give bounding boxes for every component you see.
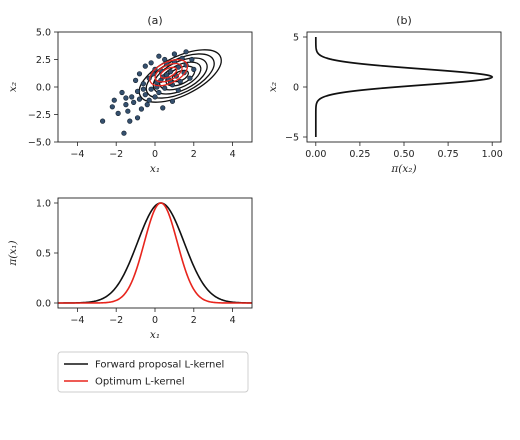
panel-c-xtick: 2 bbox=[191, 315, 197, 326]
scatter-point bbox=[136, 96, 143, 102]
panel-b-density-curve bbox=[314, 37, 494, 137]
legend-label-optimum: Optimum L-kernel bbox=[95, 377, 185, 388]
scatter-point bbox=[175, 87, 181, 93]
panel-a-xtick: 4 bbox=[230, 149, 236, 160]
panel-a-contours bbox=[138, 49, 222, 103]
panel-c-xtick: −4 bbox=[70, 315, 84, 326]
panel-b-ytick: 5 bbox=[293, 33, 299, 44]
panel-c: −4 −2 0 2 4 1.0 0.5 0.0 x₁ π(x₁) bbox=[7, 197, 253, 341]
scatter-point bbox=[111, 97, 117, 103]
scatter-point bbox=[167, 68, 174, 75]
scatter-point bbox=[142, 63, 148, 69]
scatter-point bbox=[134, 115, 141, 121]
panel-a-title: (a) bbox=[147, 14, 162, 27]
scatter-point bbox=[148, 60, 154, 66]
panel-b-xtick: 0.00 bbox=[305, 149, 326, 160]
scatter-point bbox=[125, 108, 131, 114]
panel-a-xtick: −2 bbox=[109, 149, 123, 160]
legend-label-forward: Forward proposal L-kernel bbox=[95, 360, 224, 371]
scatter-point bbox=[127, 118, 133, 124]
scatter-point bbox=[140, 81, 146, 87]
scatter-point bbox=[156, 89, 162, 96]
scatter-point bbox=[142, 92, 148, 98]
black-contour-0 bbox=[138, 49, 222, 103]
panel-a-ytick: 0.0 bbox=[36, 83, 51, 94]
panel-a-ytick: −2.5 bbox=[28, 110, 51, 121]
scatter-point bbox=[177, 78, 183, 85]
scatter-point bbox=[129, 94, 135, 100]
panel-c-ytick: 0.0 bbox=[36, 299, 51, 310]
panel-b: (b) 0.00 0.25 0.50 0.75 1.00 5 0 −5 π(x₂… bbox=[267, 14, 503, 175]
panel-b-title: (b) bbox=[396, 14, 412, 27]
scatter-point bbox=[162, 85, 168, 91]
red-contours bbox=[149, 59, 189, 87]
panel-b-xlabel: π(x₂) bbox=[390, 163, 416, 175]
scatter-point bbox=[183, 49, 189, 55]
scatter-point bbox=[136, 71, 143, 77]
scatter-point bbox=[133, 77, 139, 83]
scatter-point bbox=[144, 101, 150, 108]
scatter-point bbox=[119, 89, 125, 96]
scatter-point bbox=[131, 99, 137, 105]
panel-a-ylabel: x₂ bbox=[7, 82, 19, 92]
panel-c-xtick: 0 bbox=[152, 315, 158, 326]
scatter-point bbox=[148, 86, 154, 92]
legend-box bbox=[57, 351, 249, 393]
scatter-point bbox=[109, 104, 115, 110]
scatter-point bbox=[164, 72, 170, 78]
panel-a-xlabel: x₁ bbox=[150, 163, 160, 175]
panel-b-xtick: 0.75 bbox=[438, 149, 459, 160]
panel-c-xtick: −2 bbox=[109, 315, 123, 326]
panel-b-ytick: −5 bbox=[285, 133, 299, 144]
series-optimum-l-kernel bbox=[58, 202, 252, 304]
panel-c-ylabel: π(x₁) bbox=[7, 240, 19, 266]
scatter-point bbox=[189, 56, 195, 63]
panel-a-ytick: 5.0 bbox=[36, 28, 51, 39]
scatter-point bbox=[187, 75, 193, 81]
scatter-point bbox=[175, 64, 181, 70]
scatter-point bbox=[138, 106, 145, 112]
red-contour-1 bbox=[154, 62, 183, 83]
panel-c-ytick: 0.5 bbox=[36, 249, 51, 260]
scatter-point bbox=[169, 98, 176, 104]
panel-c-ytick: 1.0 bbox=[36, 199, 51, 210]
series-forward-proposal-l-kernel bbox=[58, 202, 252, 304]
legend: Forward proposal L-kernel Optimum L-kern… bbox=[57, 351, 249, 393]
panel-b-xtick: 0.50 bbox=[393, 149, 414, 160]
scatter-point bbox=[134, 88, 141, 94]
scatter-point bbox=[140, 86, 146, 92]
panel-a-points bbox=[100, 49, 197, 136]
panel-b-ytick: 0 bbox=[293, 83, 299, 94]
panel-a-xtick: −4 bbox=[70, 149, 84, 160]
panel-b-xtick: 0.25 bbox=[349, 149, 370, 160]
scatter-point bbox=[115, 110, 121, 116]
scatter-point bbox=[160, 105, 166, 111]
scatter-point bbox=[191, 66, 197, 72]
panel-b-ylabel: x₂ bbox=[267, 82, 279, 92]
scatter-point bbox=[171, 51, 177, 57]
panel-c-frame bbox=[57, 197, 253, 309]
scatter-point bbox=[100, 118, 106, 124]
panel-a-xtick: 2 bbox=[191, 149, 197, 160]
scatter-point bbox=[121, 130, 127, 136]
scatter-point bbox=[156, 53, 162, 59]
panel-a-ytick: −5.0 bbox=[28, 138, 51, 149]
scatter-point bbox=[146, 97, 152, 103]
red-contour-0 bbox=[149, 59, 189, 87]
panel-c-xlabel: x₁ bbox=[150, 329, 160, 341]
panel-c-xtick: 4 bbox=[230, 315, 236, 326]
panel-a-ytick: 2.5 bbox=[36, 55, 51, 66]
scatter-point bbox=[152, 94, 158, 100]
red-contour-2 bbox=[159, 66, 178, 79]
panel-a-xtick: 0 bbox=[152, 149, 158, 160]
scatter-point bbox=[162, 56, 168, 63]
panel-a: (a) −4 −2 0 2 4 5.0 2.5 0.0 −2.5 −5.0 x₁… bbox=[7, 14, 253, 175]
panel-b-xtick: 1.00 bbox=[482, 149, 503, 160]
scatter-point bbox=[123, 95, 129, 101]
scatter-point bbox=[123, 101, 129, 108]
